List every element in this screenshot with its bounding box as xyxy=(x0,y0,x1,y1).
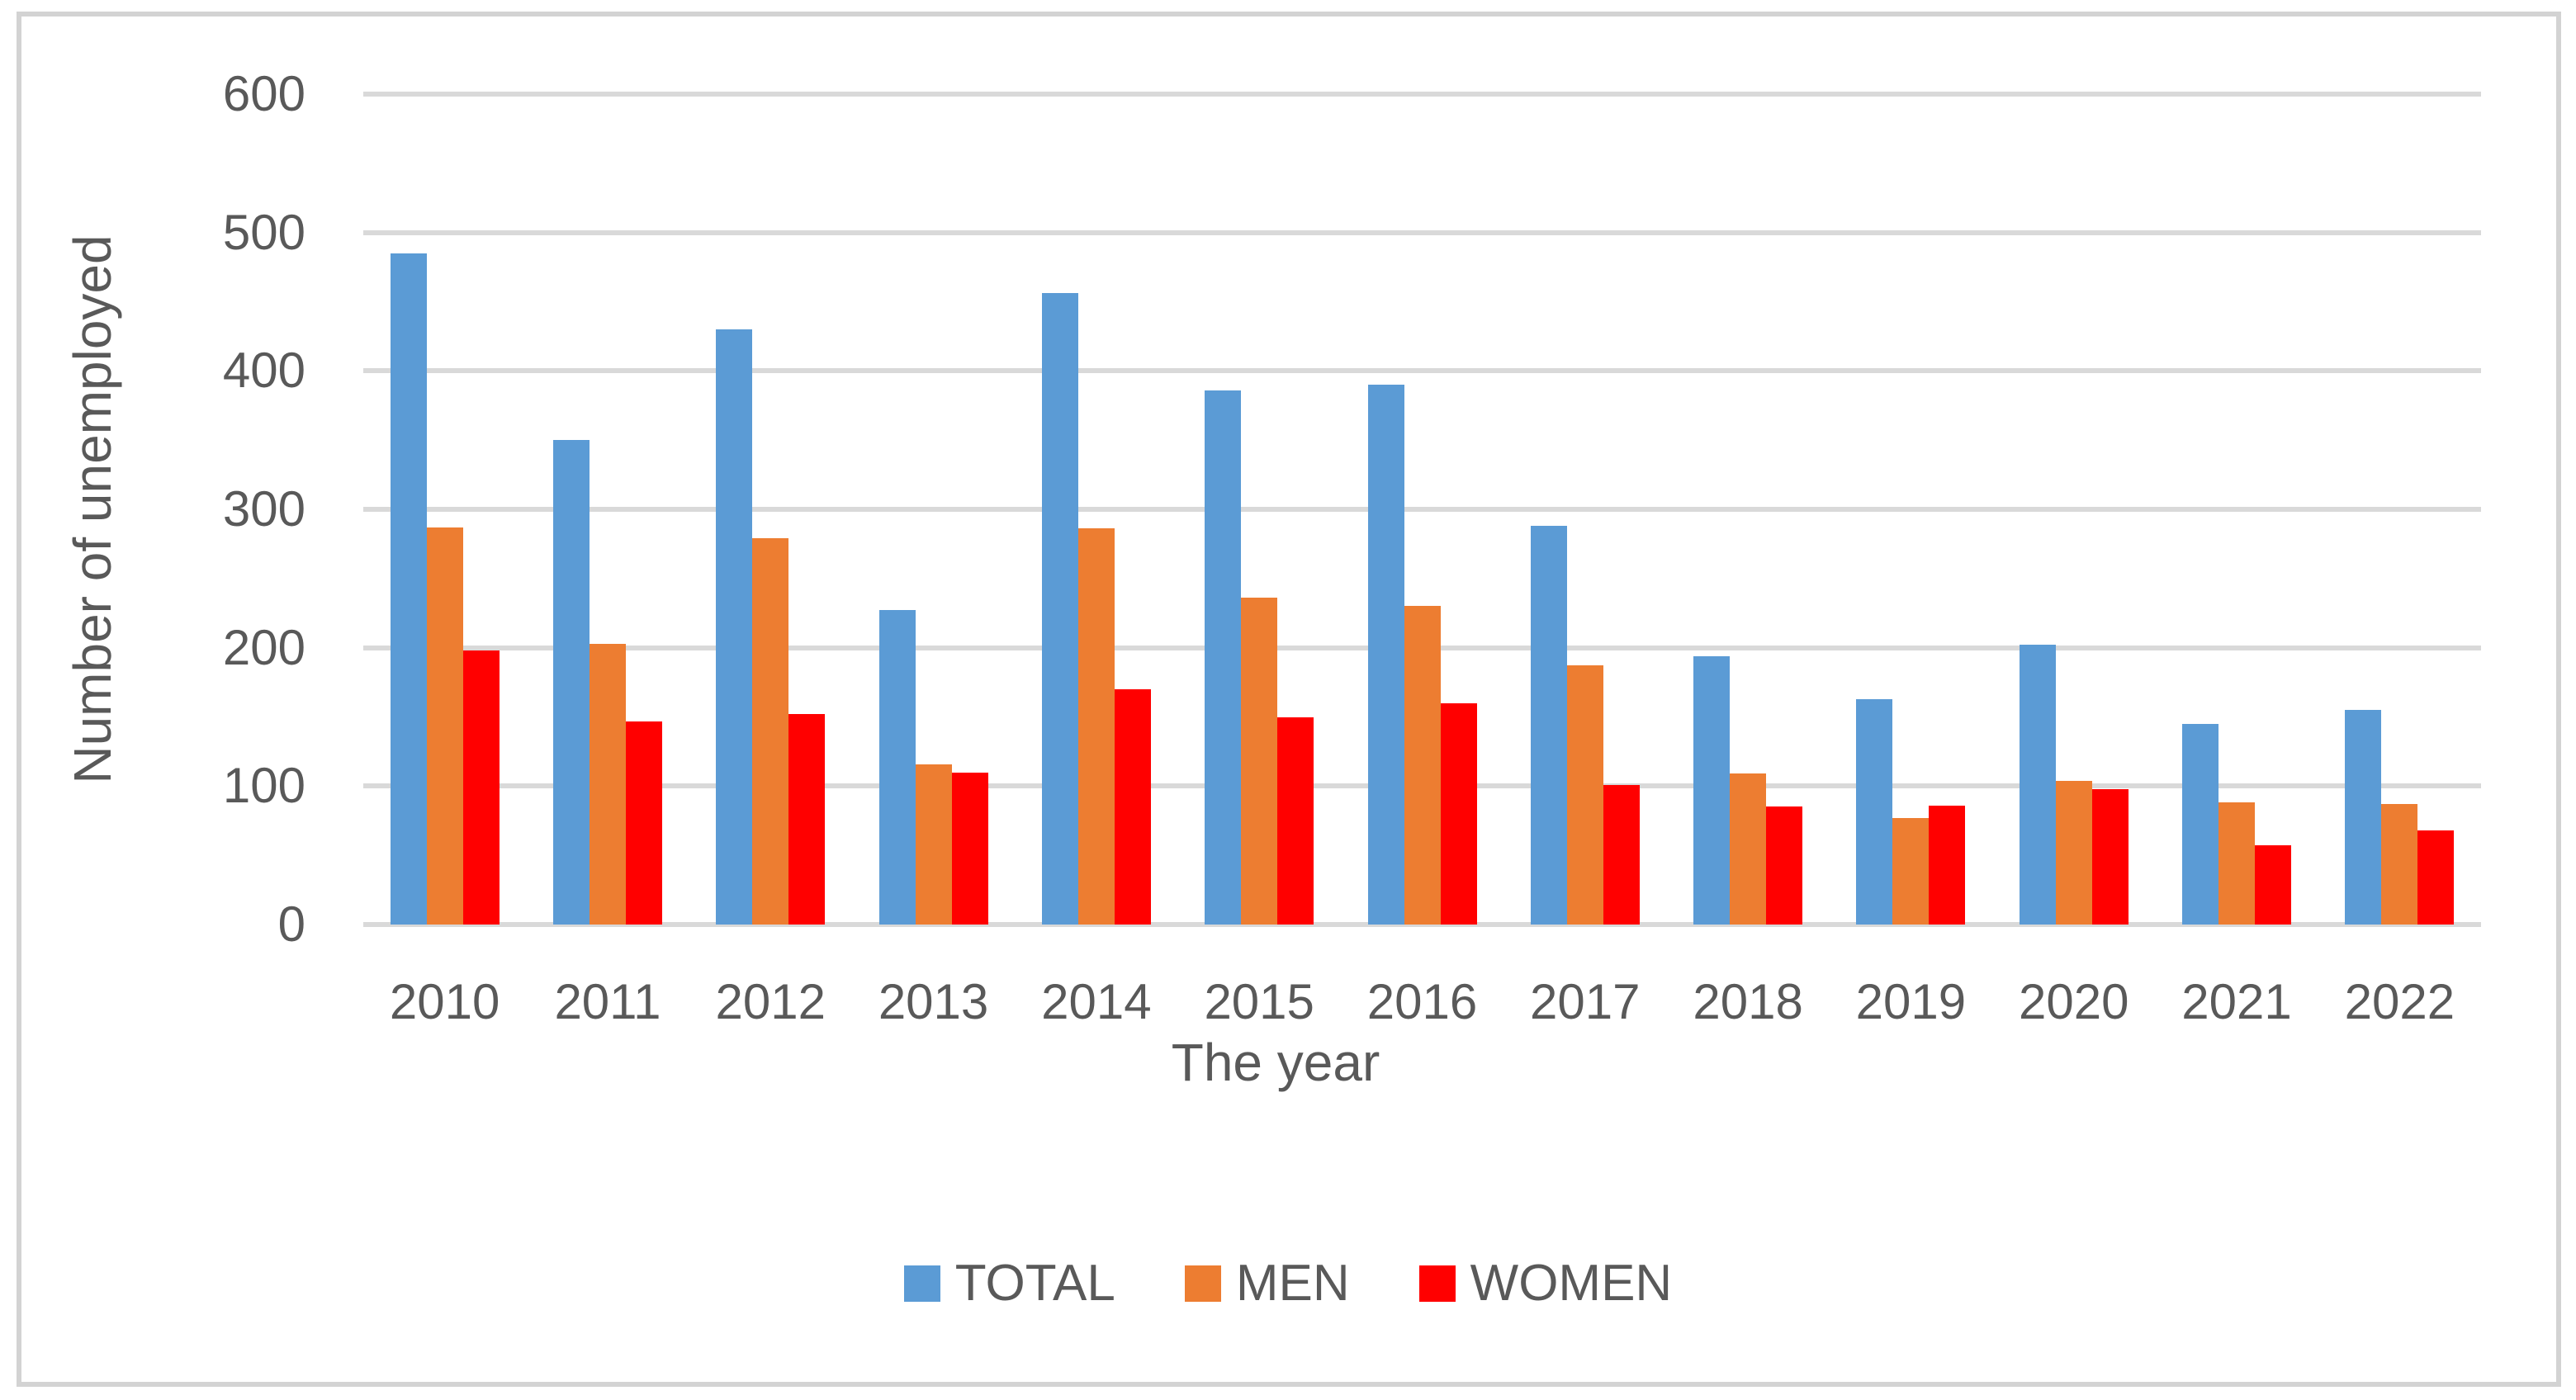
bar-men-2015 xyxy=(1241,598,1278,925)
bar-total-2014 xyxy=(1041,293,1078,925)
bar-men-2018 xyxy=(1730,773,1767,925)
x-tick-label-2021: 2021 xyxy=(2181,974,2292,1029)
bar-total-2017 xyxy=(1530,526,1567,925)
bar-total-2022 xyxy=(2345,710,2382,925)
legend-item-total: TOTAL xyxy=(903,1255,1115,1312)
bar-men-2012 xyxy=(752,538,789,925)
gridline xyxy=(363,922,2481,927)
bar-total-2013 xyxy=(878,610,916,925)
gridline xyxy=(363,507,2481,512)
x-tick-label-2020: 2020 xyxy=(2018,974,2129,1029)
x-tick-label-2022: 2022 xyxy=(2344,974,2455,1029)
bar-women-2013 xyxy=(951,772,988,925)
legend-item-men: MEN xyxy=(1184,1255,1350,1312)
bar-total-2015 xyxy=(1205,390,1242,925)
x-tick-label-2010: 2010 xyxy=(389,974,500,1029)
x-axis-title: The year xyxy=(1171,1033,1380,1092)
bar-men-2013 xyxy=(915,764,952,925)
bar-total-2011 xyxy=(552,440,590,925)
legend-label-women: WOMEN xyxy=(1470,1255,1673,1312)
bar-total-2021 xyxy=(2182,723,2219,925)
gridline xyxy=(363,368,2481,374)
x-tick-label-2014: 2014 xyxy=(1041,974,1152,1029)
x-tick-label-2017: 2017 xyxy=(1530,974,1641,1029)
legend-swatch-women-icon xyxy=(1418,1265,1456,1302)
bar-women-2016 xyxy=(1440,702,1477,925)
y-tick-label-500: 500 xyxy=(222,204,305,260)
x-tick-label-2013: 2013 xyxy=(878,974,989,1029)
bar-women-2022 xyxy=(2417,830,2455,925)
bar-women-2010 xyxy=(462,650,500,925)
bar-women-2017 xyxy=(1603,784,1640,925)
legend-swatch-total-icon xyxy=(903,1265,940,1302)
bar-men-2014 xyxy=(1077,528,1115,925)
y-tick-label-400: 400 xyxy=(222,343,305,399)
bar-women-2021 xyxy=(2255,845,2292,925)
x-tick-label-2015: 2015 xyxy=(1204,974,1314,1029)
bar-total-2018 xyxy=(1693,655,1731,925)
y-tick-label-100: 100 xyxy=(222,758,305,814)
bar-men-2019 xyxy=(1892,817,1930,925)
bar-men-2016 xyxy=(1404,606,1441,925)
legend-label-men: MEN xyxy=(1235,1255,1350,1312)
x-tick-label-2016: 2016 xyxy=(1366,974,1478,1029)
bar-women-2014 xyxy=(1114,688,1151,925)
legend-item-women: WOMEN xyxy=(1418,1255,1673,1312)
plot-area xyxy=(363,92,2481,927)
bar-men-2010 xyxy=(426,527,463,925)
y-tick-label-200: 200 xyxy=(222,619,305,675)
bar-men-2011 xyxy=(589,643,626,925)
gridline xyxy=(363,229,2481,235)
bar-men-2021 xyxy=(2218,802,2256,925)
bar-men-2022 xyxy=(2381,804,2418,925)
x-tick-label-2019: 2019 xyxy=(1855,974,1967,1029)
y-tick-label-600: 600 xyxy=(222,66,305,121)
bar-men-2017 xyxy=(1566,665,1603,925)
x-tick-label-2011: 2011 xyxy=(554,974,661,1029)
bar-total-2020 xyxy=(2019,645,2056,925)
legend: TOTAL MEN WOMEN xyxy=(0,1258,2576,1309)
bar-women-2012 xyxy=(788,714,826,925)
figure-border xyxy=(17,12,2561,1387)
legend-label-total: TOTAL xyxy=(954,1255,1115,1312)
y-tick-label-300: 300 xyxy=(222,481,305,537)
bar-total-2016 xyxy=(1367,385,1404,925)
bar-women-2020 xyxy=(2091,788,2129,925)
bar-women-2019 xyxy=(1929,805,1966,925)
x-tick-label-2012: 2012 xyxy=(715,974,826,1029)
bar-men-2020 xyxy=(2055,780,2092,925)
bar-women-2018 xyxy=(1766,806,1803,925)
legend-swatch-men-icon xyxy=(1184,1265,1221,1302)
gridline xyxy=(363,92,2481,97)
bar-total-2019 xyxy=(1856,698,1893,925)
bar-total-2012 xyxy=(716,329,753,925)
bar-women-2015 xyxy=(1277,717,1314,925)
y-tick-label-0: 0 xyxy=(277,896,305,952)
bar-total-2010 xyxy=(390,253,427,925)
bar-women-2011 xyxy=(625,721,662,925)
x-tick-label-2018: 2018 xyxy=(1693,974,1803,1029)
